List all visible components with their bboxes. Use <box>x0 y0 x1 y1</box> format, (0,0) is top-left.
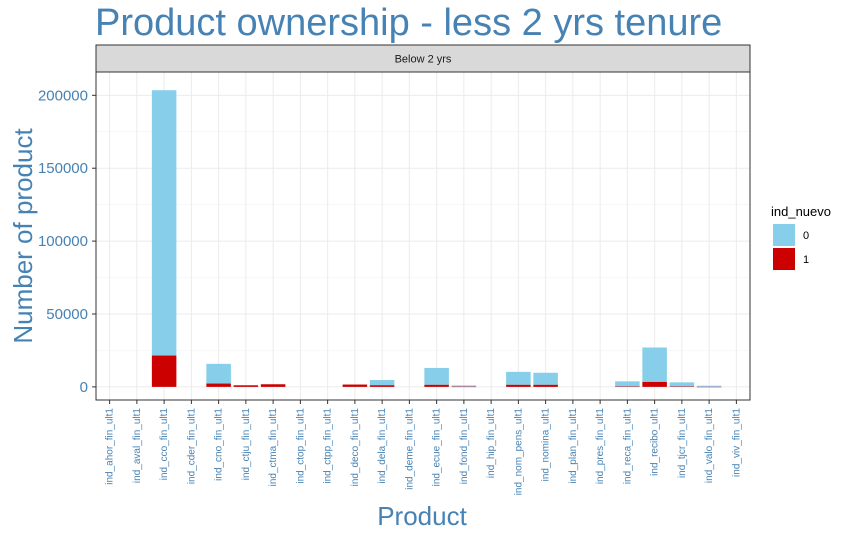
x-tick-label: ind_cder_fin_ult1 <box>186 408 197 485</box>
x-tick-label: ind_ctju_fin_ult1 <box>241 408 252 481</box>
x-tick-label: ind_nom_pens_ult1 <box>513 408 524 496</box>
bar-ind_ctma_fin_ult1-ind_nuevo-1 <box>260 384 286 387</box>
x-tick-label: ind_valo_fin_ult1 <box>704 408 715 483</box>
x-tick-label: ind_pres_fin_ult1 <box>595 408 606 485</box>
x-tick-label: ind_viv_fin_ult1 <box>731 408 742 477</box>
bar-ind_cco_fin_ult1-ind_nuevo-0 <box>151 90 177 356</box>
legend-label-0: 0 <box>803 230 809 242</box>
y-tick-label: 200000 <box>38 87 88 104</box>
bar-ind_ecue_fin_ult1-ind_nuevo-0 <box>424 367 449 385</box>
x-axis-title: Product <box>377 501 467 531</box>
bar-ind_nomina_ult1-ind_nuevo-0 <box>533 372 558 385</box>
bar-ind_tjcr_fin_ult1-ind_nuevo-0 <box>669 382 695 387</box>
y-axis-title: Number of product <box>8 128 38 344</box>
chart-title: Product ownership - less 2 yrs tenure <box>95 2 722 44</box>
plot-panel: Below 2 yrs 0 50000 100000 150000 200000 ind_a… <box>38 44 751 496</box>
bar-ind_nomina_ult1-ind_nuevo-1 <box>533 384 558 387</box>
panel-background <box>96 72 750 400</box>
bar-ind_fond_fin_ult1-ind_nuevo-1 <box>451 386 477 388</box>
facet-label: Below 2 yrs <box>395 54 452 66</box>
y-tick-label: 150000 <box>38 160 88 177</box>
x-tick-label: ind_tjcr_fin_ult1 <box>677 408 688 478</box>
x-tick-label: ind_cco_fin_ult1 <box>159 408 170 481</box>
x-tick-label: ind_hip_fin_ult1 <box>486 408 497 478</box>
x-tick-label: ind_aval_fin_ult1 <box>132 408 143 483</box>
bar-ind_ecue_fin_ult1-ind_nuevo-1 <box>424 384 449 387</box>
x-tick-label: ind_ecue_fin_ult1 <box>432 408 443 487</box>
x-tick-label: ind_plan_fin_ult1 <box>568 408 579 484</box>
x-tick-label: ind_ctpp_fin_ult1 <box>323 408 334 484</box>
panel-border <box>95 71 751 401</box>
y-tick-label: 50000 <box>46 306 88 323</box>
legend-key-0 <box>773 224 795 246</box>
legend-label-1: 1 <box>803 254 809 266</box>
y-tick-label: 100000 <box>38 233 88 250</box>
x-tick-label: ind_nomina_ult1 <box>541 408 552 482</box>
bar-ind_dela_fin_ult1-ind_nuevo-1 <box>369 385 395 387</box>
x-tick-label: ind_deme_fin_ult1 <box>404 408 415 490</box>
bar-ind_deco_fin_ult1-ind_nuevo-1 <box>342 384 368 387</box>
bar-ind_recibo_ult1-ind_nuevo-0 <box>642 347 667 382</box>
x-tick-label: ind_ahor_fin_ult1 <box>105 408 116 485</box>
x-tick-label: ind_deco_fin_ult1 <box>350 408 361 487</box>
x-tick-label: ind_cno_fin_ult1 <box>214 408 225 481</box>
bar-ind_nom_pens_ult1-ind_nuevo-1 <box>506 384 531 387</box>
y-tick-label: 0 <box>80 379 88 396</box>
bar-ind_reca_fin_ult1-ind_nuevo-1 <box>615 386 640 387</box>
bar-ind_dela_fin_ult1-ind_nuevo-0 <box>369 380 395 386</box>
legend-key-1 <box>773 248 795 270</box>
bar-ind_recibo_ult1-ind_nuevo-1 <box>642 381 667 387</box>
x-tick-label: ind_fond_fin_ult1 <box>459 408 470 485</box>
x-tick-label: ind_recibo_ult1 <box>650 408 661 476</box>
x-tick-label: ind_dela_fin_ult1 <box>377 408 388 484</box>
x-tick-label: ind_ctop_fin_ult1 <box>295 408 306 484</box>
x-tick-label: ind_reca_fin_ult1 <box>622 408 633 485</box>
legend: ind_nuevo 0 1 <box>771 204 831 270</box>
bar-ind_ctju_fin_ult1-ind_nuevo-1 <box>233 385 259 387</box>
bar-ind_cco_fin_ult1-ind_nuevo-1 <box>151 355 177 387</box>
bar-ind_fond_fin_ult1-ind_nuevo-0 <box>451 385 477 387</box>
bar-ind_valo_fin_ult1-ind_nuevo-0 <box>696 385 722 387</box>
bar-ind_reca_fin_ult1-ind_nuevo-0 <box>615 381 640 387</box>
bar-ind_tjcr_fin_ult1-ind_nuevo-1 <box>669 386 695 387</box>
bar-ind_nom_pens_ult1-ind_nuevo-0 <box>506 371 531 385</box>
bar-ind_cno_fin_ult1-ind_nuevo-0 <box>206 363 231 384</box>
facet-strip <box>95 44 751 73</box>
legend-title: ind_nuevo <box>771 204 831 219</box>
x-tick-label: ind_ctma_fin_ult1 <box>268 408 279 487</box>
bar-ind_valo_fin_ult1-ind_nuevo-1 <box>696 386 722 388</box>
bar-ind_cno_fin_ult1-ind_nuevo-1 <box>206 383 231 387</box>
